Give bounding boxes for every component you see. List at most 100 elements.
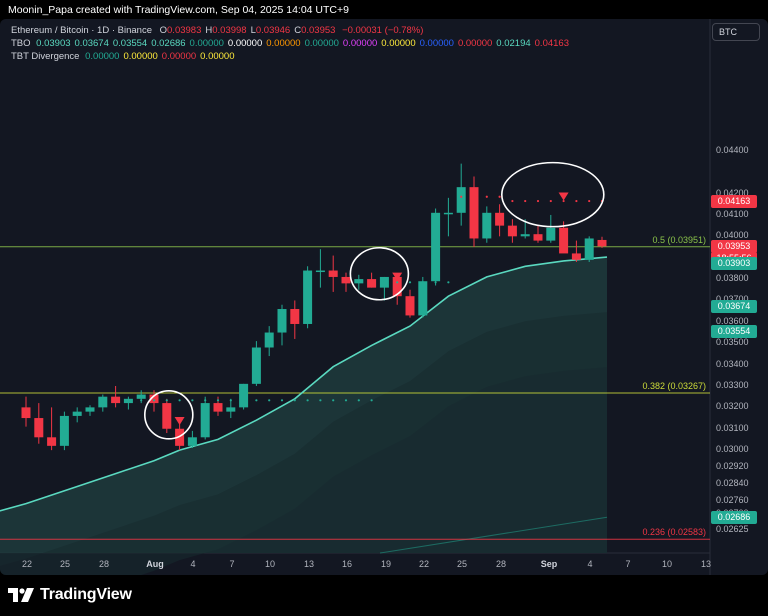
time-axis-tick: 4 [190, 559, 196, 569]
signal-dot [357, 399, 360, 402]
price-tag: 0.04163 [711, 194, 757, 208]
legend-ohlc-value: 0.03983 [167, 25, 202, 36]
candle-body [136, 394, 146, 399]
candle-body [123, 398, 133, 404]
legend-divergence-row: TBT Divergence 0.00000 0.00000 0.00000 0.00… [11, 50, 573, 63]
price-tag: 0.03903 [711, 256, 757, 270]
candle-body [456, 187, 466, 213]
legend-tbo-value: 0.00000 [227, 38, 263, 49]
candle-body [187, 437, 197, 446]
candle-body [200, 403, 210, 438]
signal-dot [472, 195, 476, 198]
signal-dot [332, 399, 335, 402]
signal-dot [255, 399, 258, 402]
candle-body [328, 270, 338, 277]
price-axis-tick: 0.03700 [716, 294, 749, 304]
tradingview-logo[interactable]: TradingView [8, 586, 132, 604]
signal-dot [216, 399, 220, 402]
price-axis-tick: 0.02920 [716, 461, 749, 472]
candle-body [571, 253, 581, 260]
legend-tbo-value: 0.00000 [266, 38, 301, 49]
time-axis-tick: Sep [540, 559, 558, 569]
signal-dot [536, 199, 540, 203]
candle-body [469, 187, 479, 239]
legend-tbo-value: 0.02194 [496, 38, 531, 49]
symbol-badge[interactable]: BTC [712, 23, 760, 41]
legend-change: −0.00031 (−0.78%) [342, 25, 424, 36]
price-axis-tick: 0.03800 [716, 273, 749, 284]
legend-ohlc-key: O [159, 25, 168, 36]
signal-dot [408, 281, 412, 284]
legend-tbo-value: 0.00000 [419, 38, 454, 49]
legend-tbo-label[interactable]: TBO [11, 38, 31, 49]
candle-body [507, 225, 517, 237]
legend-divergence-value: 0.00000 [200, 51, 235, 62]
time-axis-tick: 22 [21, 559, 32, 569]
chart-legend: Ethereum / Bitcoin · 1D · Binance O0.039… [11, 24, 573, 63]
price-tag: 0.03953 [711, 239, 757, 253]
candle-body [213, 403, 223, 412]
time-axis-tick: 7 [229, 559, 235, 569]
time-axis-tick: 7 [625, 559, 631, 569]
signal-dot [268, 399, 271, 402]
signal-dot [421, 281, 424, 284]
price-chart[interactable] [0, 19, 768, 575]
signal-dot [280, 399, 284, 402]
time-axis-tick: 25 [456, 559, 467, 569]
sell-signal-triangle [558, 192, 569, 201]
sell-signal-triangle [174, 416, 185, 425]
price-axis-tick: 0.03500 [716, 337, 749, 348]
signal-dot [485, 195, 488, 198]
signal-dot [178, 399, 181, 402]
signal-dot [396, 281, 399, 284]
fib-level-label: 0.382 (0.03267) [642, 381, 706, 392]
candle-body [367, 279, 377, 288]
price-axis-tick: 0.02625 [716, 524, 749, 535]
candle-body [162, 403, 172, 429]
price-tag: 0.03674 [711, 299, 757, 313]
legend-divergence-value: 0.00000 [123, 51, 158, 62]
legend-ohlc-key: L [250, 25, 256, 36]
legend-tbo-value: 0.00000 [189, 38, 224, 49]
legend-symbol[interactable]: Ethereum / Bitcoin · 1D · Binance [11, 25, 152, 36]
candle-body [251, 347, 261, 384]
legend-divergence-label[interactable]: TBT Divergence [11, 51, 80, 62]
price-axis-tick: 0.03300 [716, 379, 749, 390]
chart-pane[interactable]: Ethereum / Bitcoin · 1D · Binance O0.039… [0, 19, 768, 575]
candle-body [175, 428, 185, 446]
annotation-circle [500, 161, 605, 228]
time-axis-tick: 25 [59, 559, 70, 569]
signal-dot [293, 399, 296, 402]
candle-body [303, 270, 313, 324]
time-axis-tick: 13 [303, 559, 314, 569]
signal-dot [575, 199, 578, 203]
credit-bar: Moonin_Papa created with TradingView.com… [0, 0, 768, 20]
price-tag: 0.02686 [711, 510, 757, 524]
time-axis-tick: 10 [264, 559, 275, 569]
legend-tbo-value: 0.00000 [381, 38, 416, 49]
signal-dot [229, 399, 232, 402]
signal-dot [319, 399, 322, 402]
tbo-lower-line [379, 516, 608, 554]
legend-divergence-value: 0.00000 [161, 51, 197, 62]
signal-dot [204, 399, 207, 402]
price-axis-tick: 0.03400 [716, 358, 749, 369]
legend-tbo-row: TBO 0.03903 0.03674 0.03554 0.02686 0.00000 0… [11, 37, 573, 50]
legend-tbo-value: 0.03903 [36, 38, 71, 49]
signal-dot [191, 399, 194, 402]
annotation-circle [144, 390, 194, 440]
price-axis-tick: 0.03200 [716, 401, 749, 412]
time-axis-tick: 19 [380, 559, 391, 569]
candle-body [239, 383, 249, 408]
candle-body [520, 234, 530, 237]
legend-tbo-value: 0.03554 [112, 38, 148, 49]
candle-body [85, 407, 95, 412]
candle-body [111, 396, 121, 404]
candle-body [98, 396, 108, 408]
candle-body [59, 415, 69, 446]
tradingview-logo-icon [8, 588, 34, 602]
time-axis-tick: 28 [98, 559, 109, 569]
candle-body [559, 227, 569, 254]
signal-dot [370, 399, 373, 402]
